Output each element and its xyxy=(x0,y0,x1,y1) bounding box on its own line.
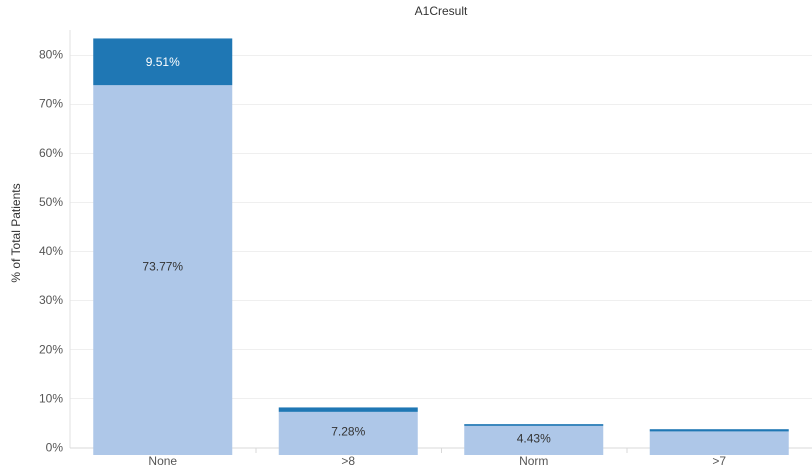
bar-segment xyxy=(464,424,604,426)
chart-title: A1Cresult xyxy=(415,4,468,18)
y-tick-labels: 0% 10% 20% 30% 40% 50% 60% 70% 80% xyxy=(39,48,63,455)
bar-segment xyxy=(93,85,233,455)
x-tick-label: >8 xyxy=(341,454,355,468)
bars xyxy=(93,38,789,455)
x-tick-label: >7 xyxy=(712,454,726,468)
data-label: 73.77% xyxy=(142,259,183,273)
y-tick-label: 70% xyxy=(39,97,63,111)
y-tick-label: 60% xyxy=(39,146,63,160)
x-tick-label: Norm xyxy=(519,454,548,468)
bar-segment xyxy=(649,429,789,432)
data-label: 4.43% xyxy=(517,432,551,446)
data-label: 9.51% xyxy=(146,55,180,69)
y-tick-label: 20% xyxy=(39,342,63,356)
x-tick-label: None xyxy=(148,454,177,468)
bar-segment xyxy=(93,38,233,86)
y-axis-label: % of Total Patients xyxy=(9,183,23,282)
y-tick-label: 50% xyxy=(39,195,63,209)
bar-segment xyxy=(464,425,604,455)
x-tick-labels: None >8 Norm >7 xyxy=(148,448,726,468)
data-label: 7.28% xyxy=(331,425,365,439)
y-tick-label: 40% xyxy=(39,244,63,258)
data-labels: 9.51% 73.77% 7.28% 4.43% xyxy=(142,55,551,446)
y-tick-label: 30% xyxy=(39,293,63,307)
y-tick-label: 80% xyxy=(39,48,63,62)
y-tick-label: 10% xyxy=(39,391,63,405)
bar-segment xyxy=(649,431,789,455)
y-tick-label: 0% xyxy=(46,441,64,455)
bar-segment xyxy=(278,411,418,455)
bar-segment xyxy=(278,407,418,412)
